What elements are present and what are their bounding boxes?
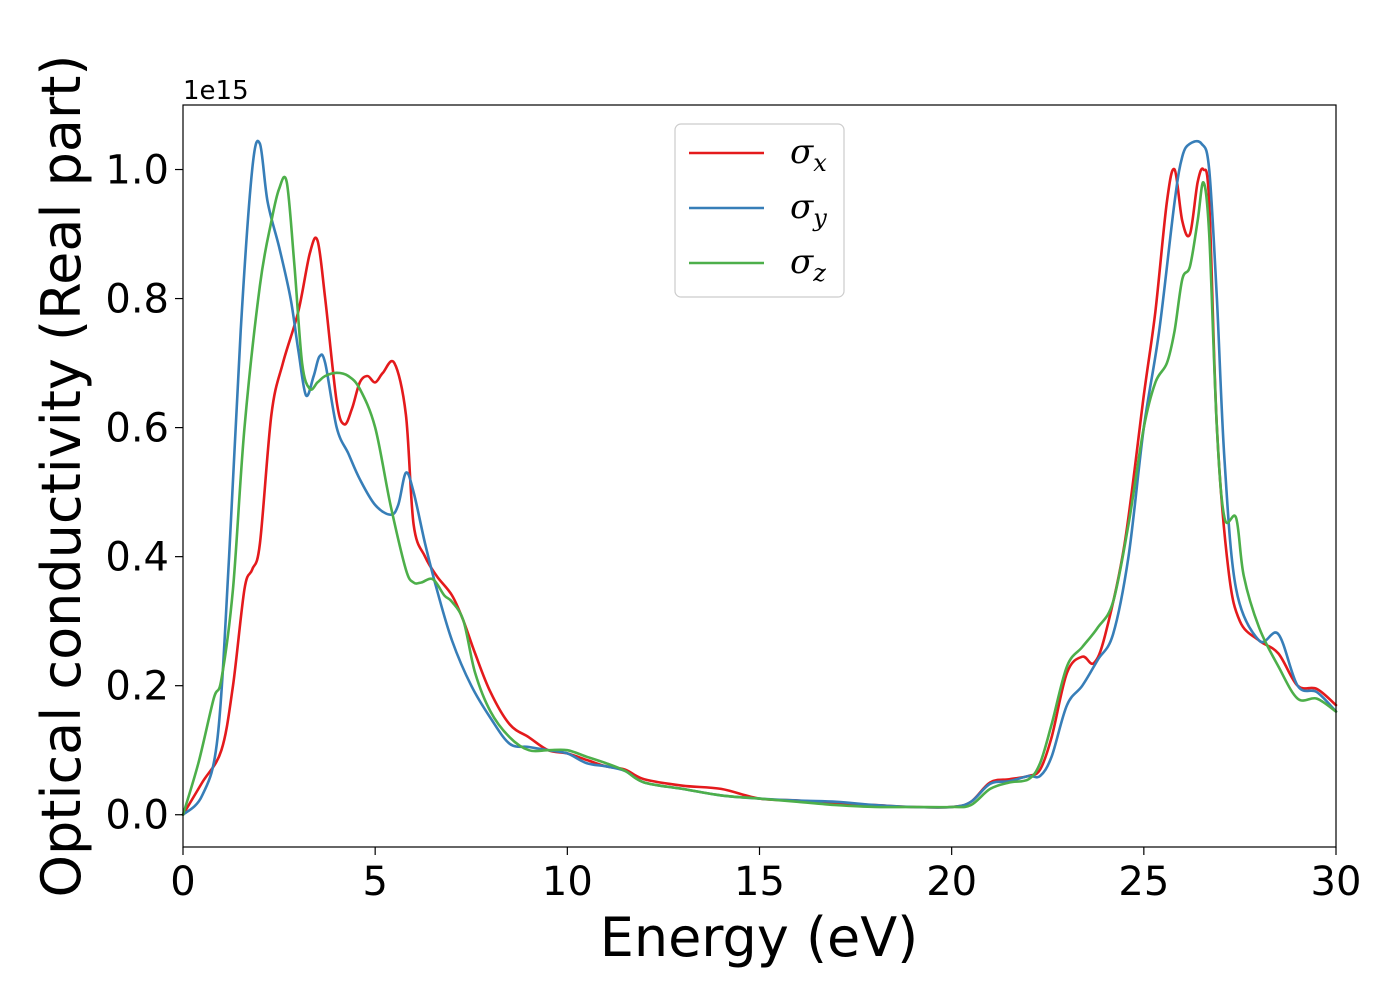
x-tick-label: 30 xyxy=(1311,859,1362,905)
y-offset-label: 1e15 xyxy=(183,76,249,106)
y-tick-label: 0.8 xyxy=(105,277,169,323)
legend-label-y: σy xyxy=(790,187,827,232)
legend: σx σy σz xyxy=(674,123,845,298)
series-line-z xyxy=(181,175,1338,816)
y-axis-title: Optical conductivity (Real part) xyxy=(30,55,93,898)
x-tick-label: 15 xyxy=(734,859,785,905)
legend-label-x: σx xyxy=(790,132,827,177)
x-tick-label: 5 xyxy=(362,859,387,905)
x-tick-label: 0 xyxy=(170,859,195,905)
x-axis-ticks: 0 5 10 15 20 25 30 xyxy=(170,847,1361,905)
legend-label-z: σz xyxy=(790,242,826,287)
y-tick-label: 0.2 xyxy=(105,664,169,710)
x-axis-title: Energy (eV) xyxy=(600,906,919,969)
series-layer xyxy=(181,139,1338,816)
y-tick-label: 1.0 xyxy=(105,148,169,194)
x-tick-label: 10 xyxy=(542,859,593,905)
x-tick-label: 25 xyxy=(1118,859,1169,905)
y-axis-ticks: 0.0 0.2 0.4 0.6 0.8 1.0 xyxy=(105,148,183,839)
y-tick-label: 0.4 xyxy=(105,535,169,581)
y-tick-label: 0.0 xyxy=(105,793,169,839)
y-tick-label: 0.6 xyxy=(105,406,169,452)
x-tick-label: 20 xyxy=(926,859,977,905)
series-line-x xyxy=(181,167,1338,816)
legend-items: σx σy σz xyxy=(689,132,827,287)
legend-box xyxy=(674,123,845,298)
